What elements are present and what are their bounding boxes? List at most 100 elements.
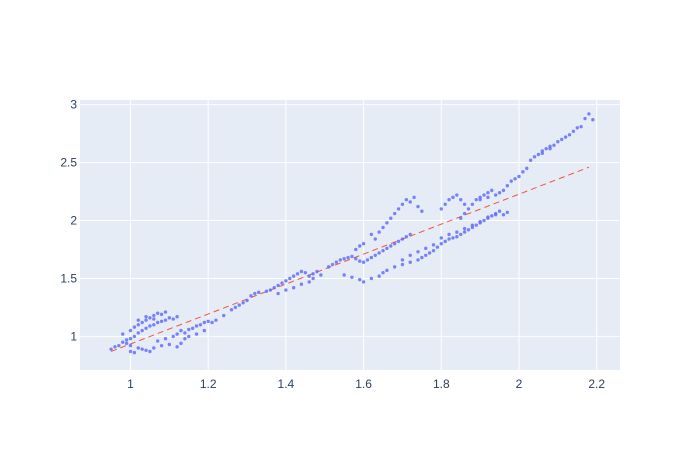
data-point [358,244,362,248]
data-point [276,283,280,288]
data-point [361,241,366,246]
x-tick-label: 1.8 [433,377,450,391]
data-point [121,340,125,344]
data-point [202,320,207,325]
data-point [470,202,475,206]
data-point [284,279,288,283]
data-point [408,232,412,237]
data-point [113,345,117,349]
data-point [124,338,129,342]
data-point [155,320,160,325]
data-point [342,273,346,277]
x-tick-label: 1.6 [355,377,372,391]
data-point [455,230,459,234]
data-point [210,320,214,325]
grid-lines [80,100,620,370]
data-point [136,346,140,350]
data-point [482,193,486,197]
data-point [276,291,280,296]
data-point [288,276,292,281]
data-point [128,349,133,354]
data-point [307,280,311,284]
data-point [132,334,137,339]
data-point [396,207,401,211]
data-point [365,258,370,262]
data-point [466,207,471,211]
data-point [571,129,576,133]
data-point [124,341,129,346]
data-point [381,270,385,275]
data-point [389,216,393,220]
data-point [486,191,490,195]
data-point [381,225,385,230]
data-point [536,152,541,157]
data-point [373,237,377,241]
data-point [152,313,156,318]
data-point [315,269,319,274]
data-point [455,235,459,239]
data-point [548,146,552,151]
data-point [155,311,160,315]
data-point [354,257,358,261]
x-tick-label: 1.2 [200,377,217,391]
data-point [155,339,160,343]
data-point [517,174,521,179]
data-point [163,337,168,341]
data-point [556,140,560,144]
data-point [159,312,164,317]
data-point [482,218,486,223]
data-point [303,270,308,275]
data-point [140,328,144,333]
data-point [439,207,443,211]
data-point [194,332,199,336]
data-point [175,345,179,349]
data-point [381,248,385,253]
data-point [346,255,350,260]
data-point [528,158,533,162]
data-point [144,318,148,322]
data-point [241,301,245,305]
data-point [369,276,374,281]
data-point [206,319,210,324]
data-point [474,223,478,227]
data-point [447,232,451,237]
data-point [272,286,276,290]
data-point [462,211,467,216]
trend-line [110,166,590,352]
data-point [319,273,323,277]
data-point [420,255,424,260]
data-point [144,348,148,353]
data-point [478,219,482,224]
data-point [377,230,381,234]
data-point [400,262,405,267]
data-point [361,260,366,264]
data-point [451,195,455,200]
data-point [455,193,459,197]
data-point [264,289,269,293]
data-point [474,197,478,202]
plot-background [80,100,620,370]
data-point [466,228,471,232]
data-point [400,258,405,262]
data-point [505,184,510,188]
data-point [486,195,490,200]
data-point [462,202,467,206]
data-point [159,319,164,324]
data-point [427,251,432,255]
data-point [222,313,226,318]
data-point [342,257,346,261]
y-tick-label: 1 [70,329,77,343]
data-point [237,303,241,307]
data-point [404,197,409,202]
data-point [377,251,381,255]
data-point [459,197,463,202]
data-point [583,116,587,121]
data-point [152,317,156,321]
data-point [128,343,133,348]
data-point [132,350,137,355]
data-point [447,197,451,202]
data-point [400,202,405,206]
data-point [416,204,420,209]
data-point [136,331,140,335]
